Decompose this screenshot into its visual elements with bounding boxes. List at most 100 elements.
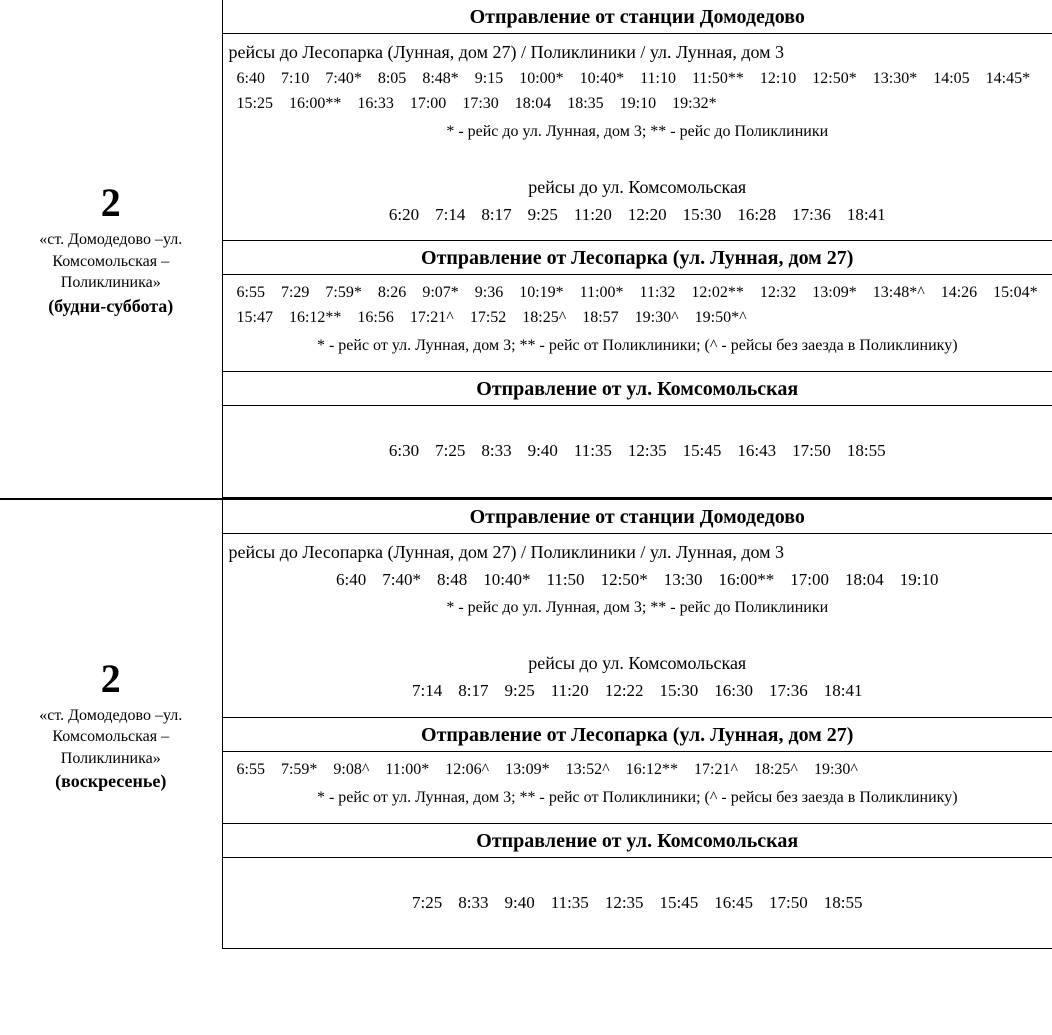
time: 18:41 xyxy=(824,678,863,704)
time: 18:41 xyxy=(847,202,886,228)
schedule-block: 2«ст. Домодедово –ул. Комсомольская – По… xyxy=(0,0,1052,499)
route-days: (будни-суббота) xyxy=(10,296,212,317)
section-body: рейсы до Лесопарка (Лунная, дом 27) / По… xyxy=(223,34,1052,240)
time: 11:00* xyxy=(580,281,624,306)
time: 12:35 xyxy=(605,890,644,916)
times-row: 6:207:148:179:2511:2012:2015:3016:2817:3… xyxy=(229,200,1047,230)
section-header: Отправление от станции Домодедово xyxy=(223,500,1052,534)
time: 14:05 xyxy=(933,67,969,92)
time: 7:59* xyxy=(281,758,317,783)
note: * - рейс от ул. Лунная, дом 3; ** - рейс… xyxy=(229,333,1047,361)
schedule-block: 2«ст. Домодедово –ул. Комсомольская – По… xyxy=(0,499,1052,950)
time: 7:40* xyxy=(382,567,421,593)
time: 8:17 xyxy=(458,678,488,704)
time: 15:25 xyxy=(237,92,273,117)
time: 9:08^ xyxy=(333,758,369,783)
time: 17:30 xyxy=(462,92,498,117)
time: 18:25^ xyxy=(522,306,566,331)
section-header: Отправление от ул. Комсомольская xyxy=(223,824,1052,858)
section-header: Отправление от станции Домодедово xyxy=(223,0,1052,34)
time: 16:12** xyxy=(289,306,341,331)
section-body: 7:258:339:4011:3512:3515:4516:4517:5018:… xyxy=(223,858,1052,948)
times-row: 6:407:107:40*8:058:48*9:1510:00*10:40*11… xyxy=(229,65,1047,119)
time: 9:25 xyxy=(528,202,558,228)
time: 17:52 xyxy=(470,306,506,331)
times-row: 7:148:179:2511:2012:2215:3016:3017:3618:… xyxy=(229,676,1047,706)
time: 8:05 xyxy=(378,67,406,92)
time: 15:04* xyxy=(993,281,1037,306)
time: 11:20 xyxy=(551,678,589,704)
time: 12:35 xyxy=(628,438,667,464)
time: 16:00** xyxy=(289,92,341,117)
time: 14:45* xyxy=(986,67,1030,92)
time: 12:50* xyxy=(601,567,648,593)
time: 15:45 xyxy=(660,890,699,916)
note: * - рейс от ул. Лунная, дом 3; ** - рейс… xyxy=(229,785,1047,813)
time: 14:26 xyxy=(941,281,977,306)
time: 10:19* xyxy=(519,281,563,306)
time: 7:29 xyxy=(281,281,309,306)
time: 18:04 xyxy=(845,567,884,593)
section-body: 6:307:258:339:4011:3512:3515:4516:4317:5… xyxy=(223,406,1052,496)
time: 11:50** xyxy=(692,67,744,92)
time: 6:55 xyxy=(237,281,265,306)
times-row: 6:557:59*9:08^11:00*12:06^13:09*13:52^16… xyxy=(229,756,1047,785)
time: 10:40* xyxy=(580,67,624,92)
group-subheader: рейсы до ул. Комсомольская xyxy=(229,173,1047,200)
time: 9:36 xyxy=(475,281,503,306)
time: 17:36 xyxy=(792,202,831,228)
section-header: Отправление от ул. Комсомольская xyxy=(223,372,1052,406)
time: 12:20 xyxy=(628,202,667,228)
section: Отправление от Лесопарка (ул. Лунная, до… xyxy=(223,718,1052,824)
group-subheader: рейсы до Лесопарка (Лунная, дом 27) / По… xyxy=(229,38,1047,65)
time: 17:00 xyxy=(790,567,829,593)
time: 11:32 xyxy=(640,281,676,306)
time: 9:40 xyxy=(528,438,558,464)
time: 11:35 xyxy=(574,438,612,464)
time: 18:35 xyxy=(567,92,603,117)
time: 11:10 xyxy=(640,67,676,92)
time: 18:25^ xyxy=(754,758,798,783)
section: Отправление от станции Домодедово рейсы д… xyxy=(223,0,1052,241)
time: 8:48 xyxy=(437,567,467,593)
time: 11:00* xyxy=(385,758,429,783)
route-number: 2 xyxy=(10,181,212,225)
time: 19:30^ xyxy=(635,306,679,331)
note: * - рейс до ул. Лунная, дом 3; ** - рейс… xyxy=(229,595,1047,623)
time: 7:25 xyxy=(412,890,442,916)
time: 17:21^ xyxy=(410,306,454,331)
time: 13:30* xyxy=(873,67,917,92)
section: Отправление от ул. Комсомольская 7:25 8:33… xyxy=(223,824,1052,949)
time: 7:10 xyxy=(281,67,309,92)
time: 9:40 xyxy=(504,890,534,916)
time: 13:30 xyxy=(664,567,703,593)
detail-cell: Отправление от станции Домодедово рейсы д… xyxy=(222,499,1052,950)
route-cell: 2«ст. Домодедово –ул. Комсомольская – По… xyxy=(0,0,222,499)
time: 8:48* xyxy=(422,67,458,92)
time: 6:40 xyxy=(237,67,265,92)
route-name: «ст. Домодедово –ул. Комсомольская – Пол… xyxy=(10,229,212,294)
time: 17:00 xyxy=(410,92,446,117)
section: Отправление от Лесопарка (ул. Лунная, до… xyxy=(223,241,1052,372)
time: 9:25 xyxy=(504,678,534,704)
group-subheader: рейсы до ул. Комсомольская xyxy=(229,649,1047,676)
time: 16:56 xyxy=(357,306,393,331)
time: 8:33 xyxy=(458,890,488,916)
group-subheader: рейсы до Лесопарка (Лунная, дом 27) / По… xyxy=(229,538,1047,565)
time: 8:26 xyxy=(378,281,406,306)
route-days: (воскресенье) xyxy=(10,771,212,792)
time: 12:02** xyxy=(691,281,743,306)
time: 17:21^ xyxy=(694,758,738,783)
time: 11:35 xyxy=(551,890,589,916)
route-cell: 2«ст. Домодедово –ул. Комсомольская – По… xyxy=(0,499,222,950)
time: 7:40* xyxy=(325,67,361,92)
section: Отправление от ул. Комсомольская6:307:25… xyxy=(223,372,1052,497)
schedule-table: 2«ст. Домодедово –ул. Комсомольская – По… xyxy=(0,0,1052,949)
time: 7:14 xyxy=(412,678,442,704)
time: 16:30 xyxy=(714,678,753,704)
time: 8:33 xyxy=(481,438,511,464)
time: 16:43 xyxy=(737,438,776,464)
time: 6:20 xyxy=(389,202,419,228)
time: 10:00* xyxy=(519,67,563,92)
time: 12:22 xyxy=(605,678,644,704)
